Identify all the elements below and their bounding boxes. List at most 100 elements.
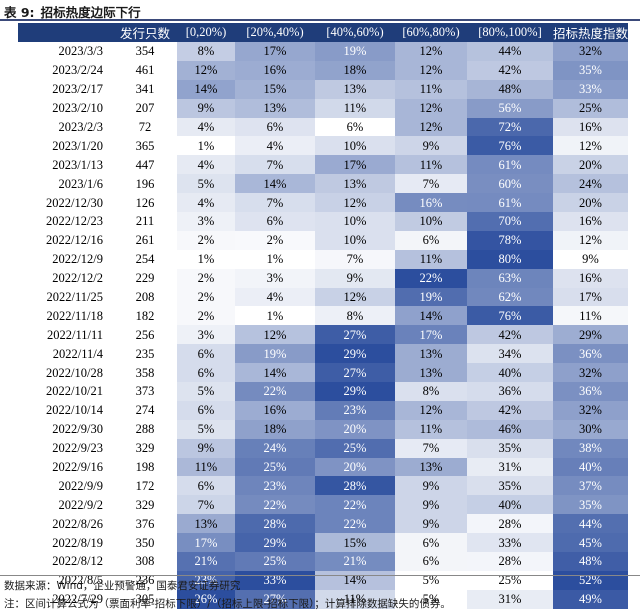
percent-cell: 1% xyxy=(177,249,235,269)
column-header-4: [40%,60%) xyxy=(315,23,395,42)
percent-cell: 5% xyxy=(395,589,467,609)
issue-count-cell: 447 xyxy=(135,157,155,172)
percent-cell: 26% xyxy=(177,589,235,609)
percent-cell: 7% xyxy=(395,174,467,194)
percent-cell: 28% xyxy=(467,552,553,571)
percent-cell: 11% xyxy=(395,155,467,175)
percent-cell: 12% xyxy=(553,136,628,156)
percent-cell: 21% xyxy=(315,552,395,571)
percent-cell: 36% xyxy=(553,344,628,364)
percent-cell: 13% xyxy=(315,174,395,194)
table-row: 2023/1/20 365 1% 4% 10% 9% 76% 12% xyxy=(18,136,628,156)
percent-cell: 56% xyxy=(467,98,553,118)
percent-cell: 35% xyxy=(553,495,628,515)
percent-cell: 6% xyxy=(235,212,315,231)
table-caption: 招标热度边际下行 xyxy=(40,4,141,20)
percent-cell: 10% xyxy=(315,230,395,250)
percent-cell: 14% xyxy=(395,306,467,326)
issue-count-cell: 211 xyxy=(135,214,155,229)
percent-cell: 14% xyxy=(235,174,315,194)
percent-cell: 23% xyxy=(235,476,315,496)
percent-cell: 17% xyxy=(177,533,235,553)
percent-cell: 6% xyxy=(315,117,395,137)
date-cell: 2023/1/20 xyxy=(52,138,103,153)
percent-cell: 12% xyxy=(395,98,467,118)
percent-cell: 10% xyxy=(315,136,395,156)
percent-cell: 7% xyxy=(395,438,467,458)
issue-count-cell: 235 xyxy=(135,346,155,361)
table-row: 2022/9/9 172 6% 23% 28% 9% 35% 37% xyxy=(18,476,628,496)
percent-cell: 29% xyxy=(315,382,395,401)
percent-cell: 6% xyxy=(177,400,235,420)
percent-cell: 48% xyxy=(467,79,553,99)
percent-cell: 17% xyxy=(553,287,628,307)
bidding-heat-table: 发行只数 [0,20%) [20%,40%) [40%,60%) [60%,80%) [8… xyxy=(18,23,628,609)
date-cell: 2022/12/30 xyxy=(46,195,103,210)
percent-cell: 76% xyxy=(467,306,553,326)
percent-cell: 11% xyxy=(395,79,467,99)
date-cell: 2023/3/3 xyxy=(58,44,103,59)
percent-cell: 15% xyxy=(315,533,395,553)
table-body: 2023/3/3 354 8% 17% 19% 12% 44% 32% 2023/2/24 461… xyxy=(18,42,628,609)
issue-count-cell: 341 xyxy=(135,82,155,97)
percent-cell: 5% xyxy=(177,382,235,401)
percent-cell: 33% xyxy=(553,79,628,99)
table-row: 2023/2/24 461 12% 16% 18% 12% 42% 35% xyxy=(18,60,628,80)
percent-cell: 22% xyxy=(315,495,395,515)
percent-cell: 40% xyxy=(467,363,553,383)
percent-cell: 61% xyxy=(467,193,553,213)
percent-cell: 11% xyxy=(315,589,395,609)
table-row: 2023/2/10 207 9% 13% 11% 12% 56% 25% xyxy=(18,98,628,118)
percent-cell: 28% xyxy=(235,514,315,534)
percent-cell: 12% xyxy=(395,60,467,80)
percent-cell: 8% xyxy=(177,42,235,61)
percent-cell: 35% xyxy=(467,438,553,458)
percent-cell: 31% xyxy=(467,457,553,477)
issue-count-cell: 274 xyxy=(135,403,155,418)
column-header-2: [0,20%) xyxy=(177,23,235,42)
percent-cell: 4% xyxy=(177,117,235,137)
date-cell: 2022/9/23 xyxy=(52,441,103,456)
percent-cell: 16% xyxy=(553,212,628,231)
column-header-1: 发行只数 xyxy=(113,23,177,42)
percent-cell: 12% xyxy=(235,325,315,345)
percent-cell: 4% xyxy=(235,287,315,307)
table-row: 2022/11/11 256 3% 12% 27% 17% 42% 29% xyxy=(18,325,628,345)
date-cell: 2023/2/3 xyxy=(58,120,103,134)
percent-cell: 35% xyxy=(553,60,628,80)
percent-cell: 13% xyxy=(315,79,395,99)
percent-cell: 13% xyxy=(395,344,467,364)
percent-cell: 10% xyxy=(315,212,395,231)
date-cell: 2022/9/16 xyxy=(52,460,103,475)
percent-cell: 30% xyxy=(553,419,628,439)
issue-count-cell: 198 xyxy=(135,460,155,475)
percent-cell: 1% xyxy=(177,136,235,156)
table-row: 2022/9/16 198 11% 25% 20% 13% 31% 40% xyxy=(18,457,628,477)
percent-cell: 8% xyxy=(395,382,467,401)
issue-count-cell: 182 xyxy=(135,308,155,323)
column-header-7: 招标热度指数 xyxy=(553,23,628,42)
issue-count-cell: 208 xyxy=(135,290,155,305)
percent-cell: 3% xyxy=(235,268,315,288)
percent-cell: 16% xyxy=(553,117,628,137)
table-row: 2022/8/19 350 17% 29% 15% 6% 33% 45% xyxy=(18,533,628,553)
percent-cell: 9% xyxy=(177,438,235,458)
percent-cell: 10% xyxy=(395,212,467,231)
percent-cell: 49% xyxy=(553,589,628,609)
date-cell: 2022/9/2 xyxy=(58,497,103,512)
formula-note: 注：区间计算公式为（票面利率-招标下限）/（招标上限-招标下限）；计算排除数据缺… xyxy=(4,598,451,610)
issue-count-cell: 126 xyxy=(135,195,155,210)
percent-cell: 42% xyxy=(467,400,553,420)
percent-cell: 46% xyxy=(467,419,553,439)
percent-cell: 20% xyxy=(553,155,628,175)
percent-cell: 2% xyxy=(235,230,315,250)
issue-count-cell: 236 xyxy=(135,573,155,588)
table-row: 2022/8/12 308 21% 25% 21% 6% 28% 48% xyxy=(18,552,628,571)
percent-cell: 44% xyxy=(553,514,628,534)
date-cell: 2022/11/11 xyxy=(46,327,103,342)
table-row: 2023/1/6 196 5% 14% 13% 7% 60% 24% xyxy=(18,174,628,194)
date-cell: 2022/9/30 xyxy=(52,422,103,437)
percent-cell: 15% xyxy=(235,79,315,99)
table-row: 2022/12/2 229 2% 3% 9% 22% 63% 16% xyxy=(18,268,628,288)
percent-cell: 5% xyxy=(177,419,235,439)
